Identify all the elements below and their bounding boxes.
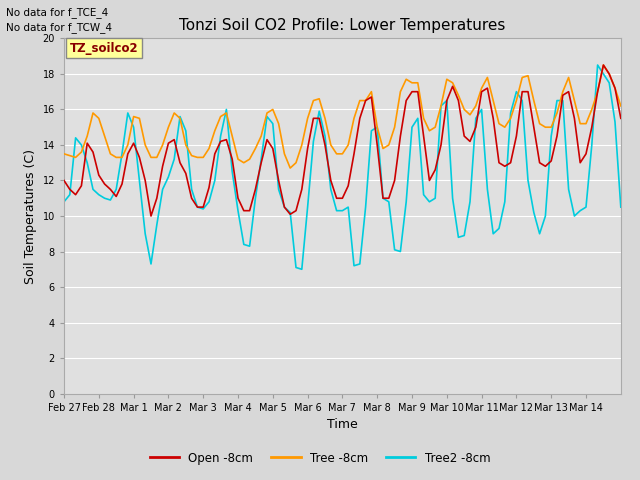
Text: TZ_soilco2: TZ_soilco2 (70, 42, 138, 55)
Text: No data for f_TCW_4: No data for f_TCW_4 (6, 22, 113, 33)
Text: No data for f_TCE_4: No data for f_TCE_4 (6, 7, 109, 18)
Title: Tonzi Soil CO2 Profile: Lower Temperatures: Tonzi Soil CO2 Profile: Lower Temperatur… (179, 18, 506, 33)
X-axis label: Time: Time (327, 418, 358, 431)
Y-axis label: Soil Temperatures (C): Soil Temperatures (C) (24, 148, 37, 284)
Legend: Open -8cm, Tree -8cm, Tree2 -8cm: Open -8cm, Tree -8cm, Tree2 -8cm (145, 447, 495, 469)
